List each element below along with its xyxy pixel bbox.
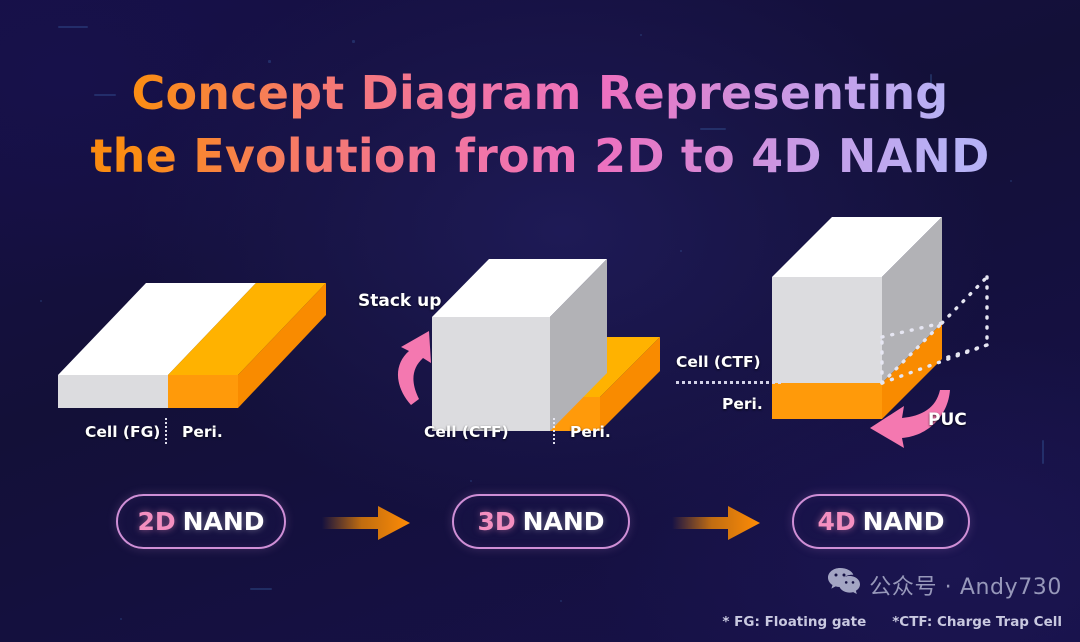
footnote-ctf: *CTF: Charge Trap Cell bbox=[892, 614, 1062, 630]
bg-speck bbox=[40, 300, 42, 302]
nand-3d-block bbox=[432, 245, 667, 435]
label-cell-3d: Cell (CTF) bbox=[424, 423, 509, 441]
bg-speck bbox=[640, 34, 642, 36]
bg-speck bbox=[58, 26, 88, 28]
stack-up-arrow-icon bbox=[385, 321, 453, 410]
label-peri-2d: Peri. bbox=[182, 423, 223, 441]
nand-generation-pills: 2D NAND 3D NAND bbox=[0, 494, 1080, 556]
bg-speck bbox=[94, 94, 116, 96]
bg-speck bbox=[1042, 440, 1044, 464]
title-line-2: the Evolution from 2D to 4D NAND bbox=[0, 125, 1080, 188]
arrow-2d-to-3d-icon bbox=[322, 506, 410, 545]
puc-arrow-icon bbox=[864, 390, 950, 457]
pill-3d-number: 3D bbox=[477, 507, 516, 536]
bg-speck bbox=[680, 250, 682, 252]
arrow-3d-to-4d-icon bbox=[672, 506, 760, 545]
divider-2d bbox=[165, 418, 167, 444]
nand-evolution-diagram: Cell (FG) Peri. Stack up Cell (CTF) Pe bbox=[0, 205, 1080, 485]
footnote-fg: * FG: Floating gate bbox=[722, 614, 867, 630]
bg-speck bbox=[268, 60, 271, 63]
bg-speck bbox=[352, 40, 355, 43]
bg-speck bbox=[930, 74, 932, 90]
pill-4d-nand[interactable]: 4D NAND bbox=[792, 494, 970, 549]
label-peri-3d: Peri. bbox=[570, 423, 611, 441]
page-title: Concept Diagram Representing the Evoluti… bbox=[0, 62, 1080, 187]
wechat-icon bbox=[828, 568, 861, 601]
title-line-1: Concept Diagram Representing bbox=[0, 62, 1080, 125]
bg-speck bbox=[470, 480, 472, 482]
bg-speck bbox=[560, 600, 562, 602]
bg-speck bbox=[250, 588, 272, 590]
footnotes: * FG: Floating gate *CTF: Charge Trap Ce… bbox=[722, 614, 1062, 630]
watermark-text: 公众号 · Andy730 bbox=[869, 574, 1062, 600]
pill-3d-name: NAND bbox=[522, 507, 605, 536]
label-peri-4d: Peri. bbox=[722, 395, 763, 413]
annotation-stack-up: Stack up bbox=[358, 291, 442, 311]
pill-2d-nand[interactable]: 2D NAND bbox=[116, 494, 286, 549]
pill-2d-name: NAND bbox=[182, 507, 265, 536]
annotation-puc: PUC bbox=[928, 410, 967, 430]
label-cell-4d: Cell (CTF) bbox=[676, 353, 761, 371]
watermark: 公众号 · Andy730 bbox=[828, 568, 1062, 601]
bg-speck bbox=[1010, 180, 1012, 182]
divider-3d bbox=[553, 418, 555, 444]
pill-4d-name: NAND bbox=[862, 507, 945, 536]
bg-speck bbox=[120, 618, 122, 620]
label-cell-2d: Cell (FG) bbox=[85, 423, 161, 441]
pill-4d-number: 4D bbox=[817, 507, 856, 536]
bg-speck bbox=[700, 128, 726, 130]
nand-2d-block bbox=[58, 283, 338, 428]
pill-2d-number: 2D bbox=[137, 507, 176, 536]
divider-4d bbox=[676, 381, 781, 384]
nand-4d-block bbox=[772, 217, 1002, 432]
pill-3d-nand[interactable]: 3D NAND bbox=[452, 494, 630, 549]
